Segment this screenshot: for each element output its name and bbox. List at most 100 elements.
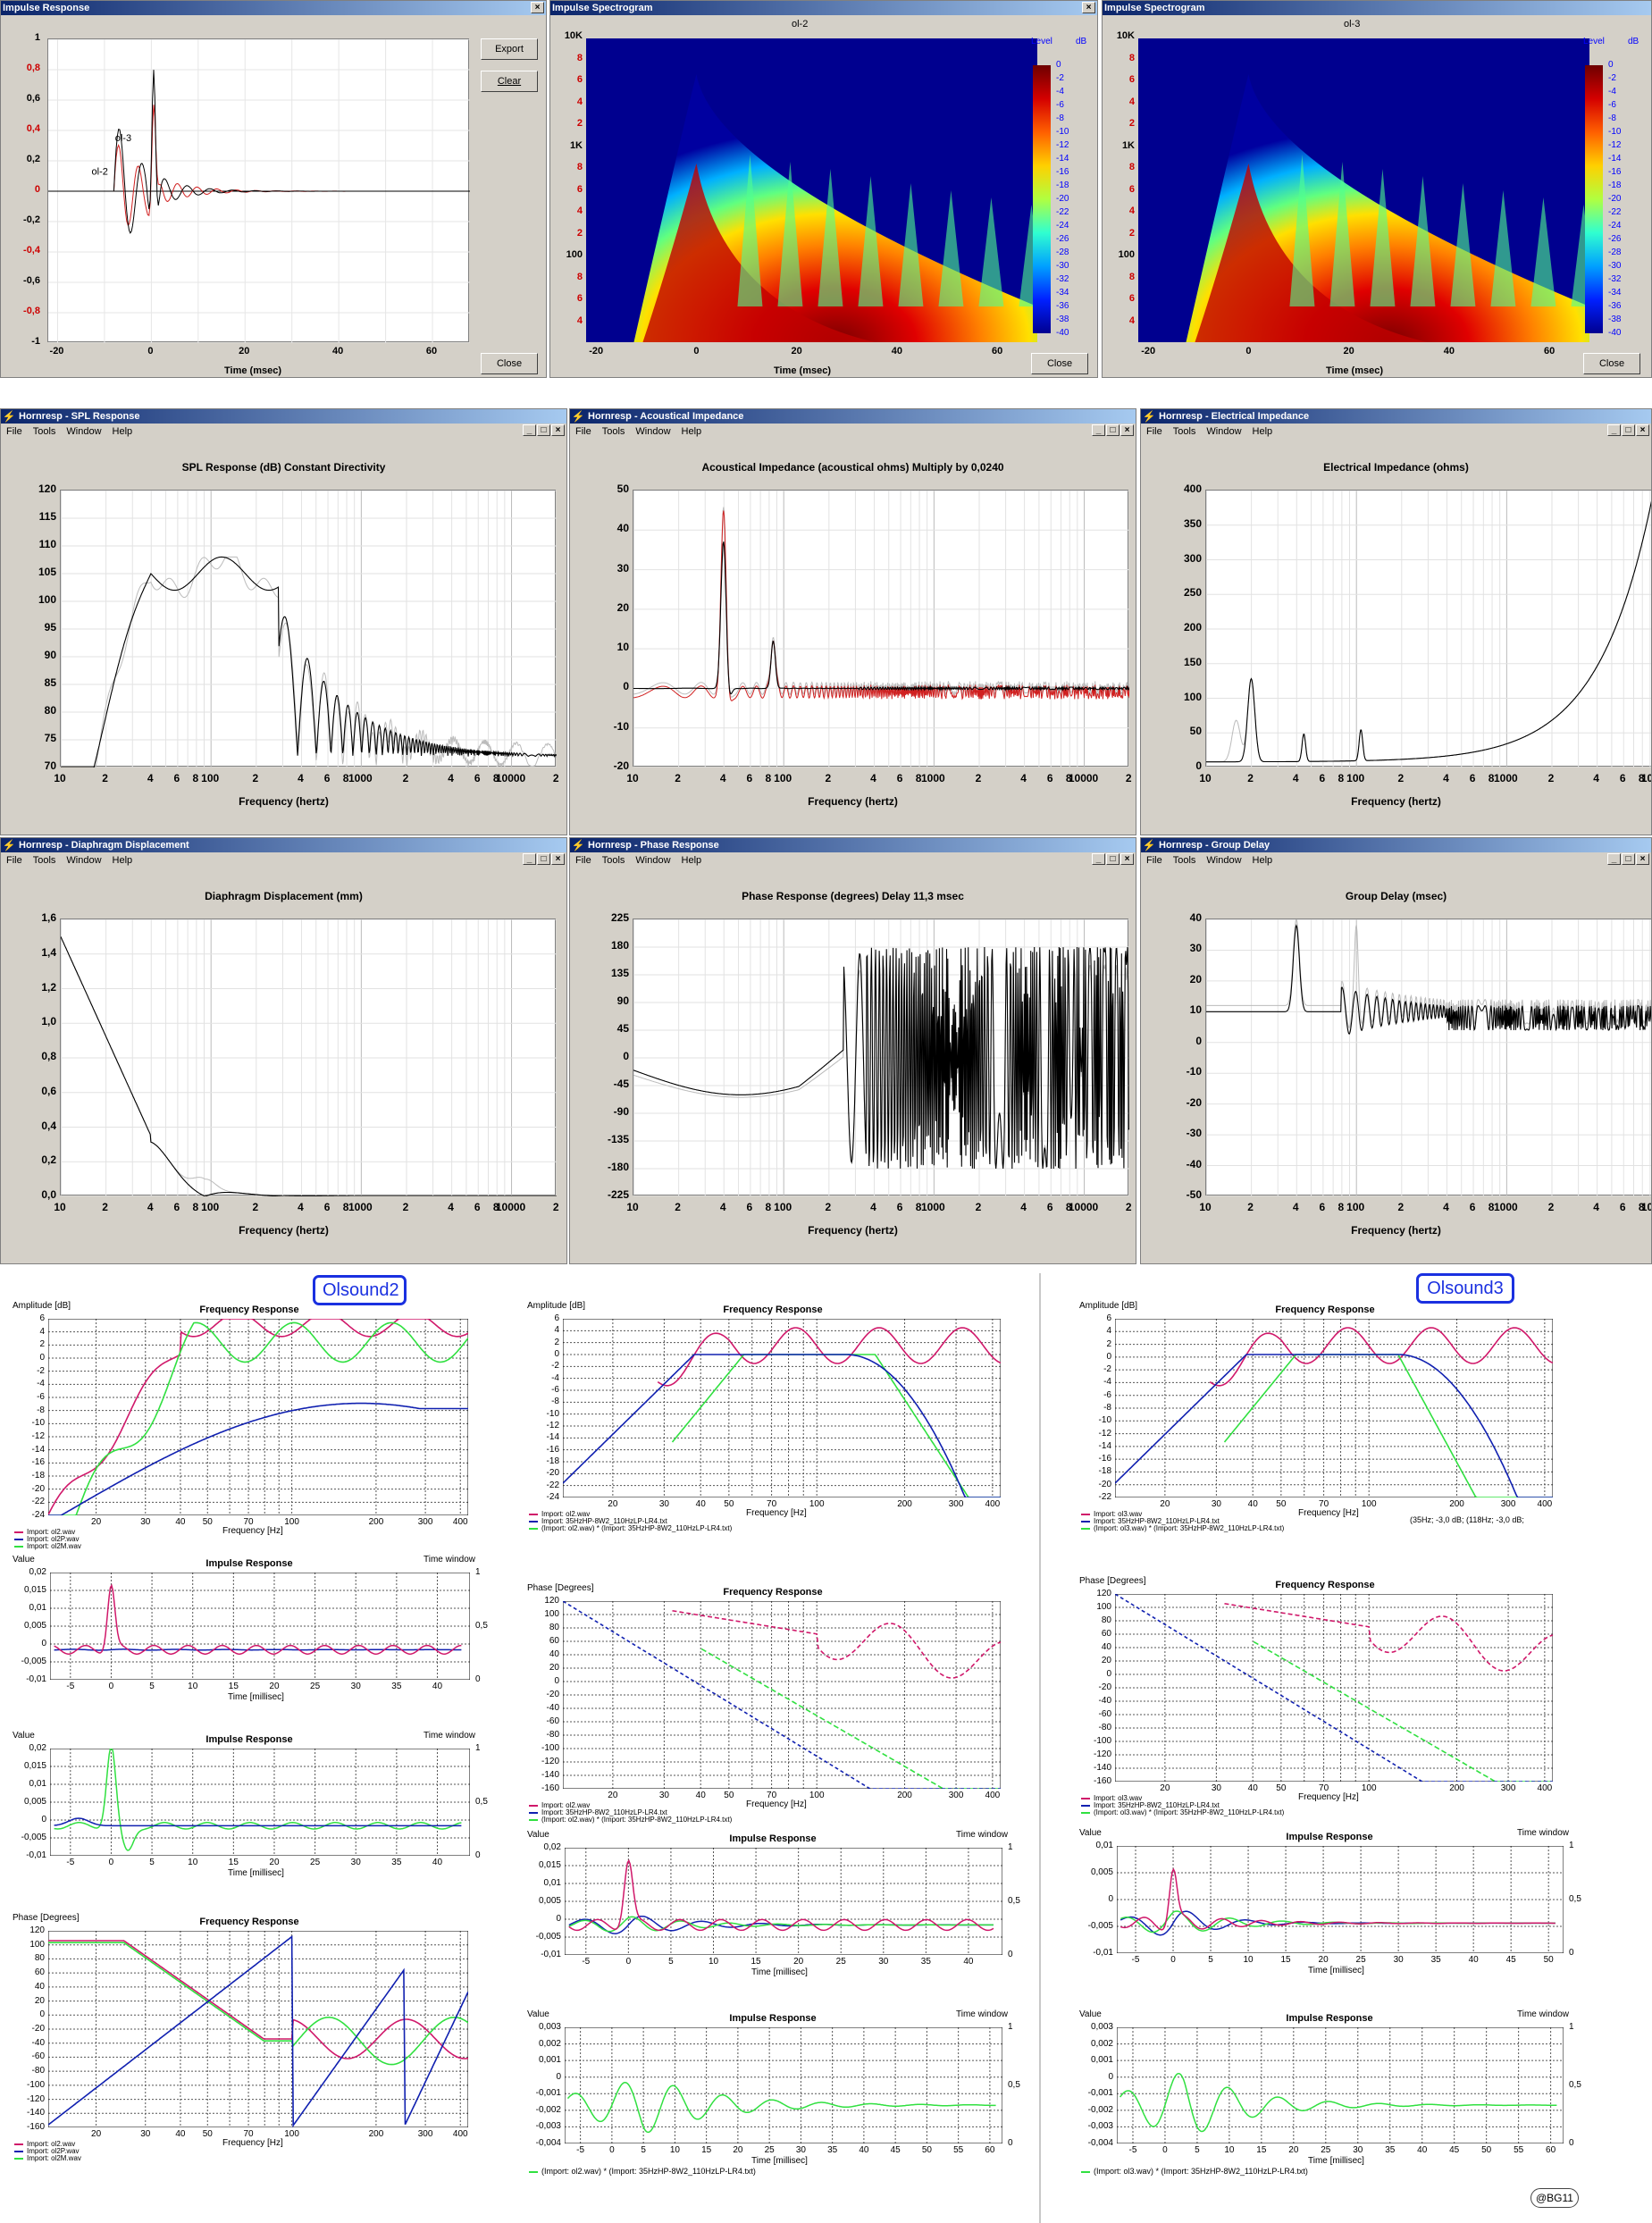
y-tick: 6	[554, 1313, 559, 1323]
menu-help[interactable]: Help	[1252, 426, 1273, 437]
olsound2-impulse-b: Value Impulse Response Time window 0,02 0,01…	[13, 1731, 513, 1892]
y-tick: -14	[1098, 1440, 1111, 1451]
maximize-icon[interactable]: □	[537, 424, 550, 436]
maximize-icon[interactable]: □	[1622, 424, 1635, 436]
x-tick: 70	[767, 1791, 777, 1800]
menu-file[interactable]: File	[6, 426, 22, 437]
close-icon[interactable]: ×	[1120, 853, 1134, 865]
close-button[interactable]: Close	[1031, 353, 1088, 374]
maximize-icon[interactable]: □	[1106, 853, 1120, 865]
y-tick: 2	[1128, 227, 1135, 239]
menu-window[interactable]: Window	[635, 426, 671, 437]
y-tick: -0,002	[535, 2104, 561, 2115]
menu-tools[interactable]: Tools	[1172, 426, 1196, 437]
level-tick: -12	[1056, 140, 1069, 150]
menu-help[interactable]: Help	[112, 855, 133, 866]
menu-window[interactable]: Window	[1206, 855, 1242, 866]
x-tick: 8	[1338, 772, 1345, 784]
menu-help[interactable]: Help	[1252, 855, 1273, 866]
y-tick: 120	[38, 482, 56, 495]
menu-file[interactable]: File	[575, 426, 591, 437]
maximize-icon[interactable]: □	[537, 853, 550, 865]
x-tick: 40	[695, 1791, 706, 1800]
y-tick: -14	[31, 1444, 45, 1455]
x-axis-label: Frequency [Hz]	[746, 1508, 807, 1518]
close-icon[interactable]: ×	[1082, 2, 1095, 13]
menu-help[interactable]: Help	[681, 855, 702, 866]
minimize-icon[interactable]: _	[523, 424, 536, 436]
plot-title: Frequency Response	[1275, 1304, 1375, 1315]
close-button[interactable]: Close	[1583, 353, 1640, 374]
x-tick: 2	[1547, 1201, 1555, 1213]
chart-title: ol-3	[1344, 19, 1361, 29]
spectrogram-ridge	[1329, 162, 1355, 306]
y-tick: -0,003	[1087, 2121, 1113, 2132]
chart-title: SPL Response (dB) Constant Directivity	[181, 461, 386, 474]
x-tick: 35	[1385, 2145, 1396, 2155]
menu-tools[interactable]: Tools	[1172, 855, 1196, 866]
y-tick: 0,005	[23, 1621, 46, 1631]
menu-help[interactable]: Help	[681, 426, 702, 437]
minimize-icon[interactable]: _	[523, 853, 536, 865]
y-tick: -8	[1103, 1403, 1111, 1413]
menu-file[interactable]: File	[1146, 855, 1162, 866]
legend-swatch	[14, 1545, 23, 1548]
x-tick: 4	[298, 772, 304, 784]
legend-swatch	[1081, 1513, 1090, 1515]
x-tick: 8	[915, 1201, 922, 1213]
menu-tools[interactable]: Tools	[601, 855, 625, 866]
menu-file[interactable]: File	[575, 855, 591, 866]
y-tick: -0,01	[541, 1950, 561, 1959]
x-tick: 60	[1546, 2145, 1556, 2155]
level-tick: -26	[1056, 234, 1069, 244]
export-button[interactable]: Export	[481, 38, 538, 60]
menu-file[interactable]: File	[6, 855, 22, 866]
close-icon[interactable]: ×	[551, 424, 565, 436]
menu-tools[interactable]: Tools	[32, 426, 56, 437]
time-window-label: Time window	[423, 1555, 475, 1564]
minimize-icon[interactable]: _	[1607, 853, 1621, 865]
y-tick: 6	[1128, 74, 1135, 85]
x-tick: 4	[870, 772, 876, 784]
y-tick: 1	[34, 32, 40, 43]
close-icon[interactable]: ×	[551, 853, 565, 865]
maximize-icon[interactable]: □	[1622, 853, 1635, 865]
x-tick: 2	[402, 772, 409, 784]
menu-window[interactable]: Window	[635, 855, 671, 866]
x-tick: 20	[608, 1499, 618, 1509]
menu-tools[interactable]: Tools	[601, 426, 625, 437]
plot-title: Impulse Response	[729, 1833, 817, 1844]
menu-window[interactable]: Window	[1206, 426, 1242, 437]
x-tick: 8	[765, 1201, 772, 1213]
menu-window[interactable]: Window	[66, 426, 102, 437]
minimize-icon[interactable]: _	[1092, 853, 1105, 865]
x-tick: 20	[269, 1858, 280, 1867]
y-tick: -0,002	[1087, 2104, 1113, 2115]
close-button[interactable]: Close	[481, 353, 538, 374]
y-tick: 6	[576, 183, 583, 195]
menu-file[interactable]: File	[1146, 426, 1162, 437]
x-tick: -5	[66, 1858, 75, 1867]
x-tick: 10000	[1068, 772, 1099, 784]
close-icon[interactable]: ×	[1636, 853, 1649, 865]
close-icon[interactable]: ×	[1636, 424, 1649, 436]
menu-window[interactable]: Window	[66, 855, 102, 866]
y-tick: 0	[1108, 1894, 1113, 1904]
y-tick: 4	[576, 315, 583, 326]
x-tick: 45	[890, 2145, 901, 2155]
maximize-icon[interactable]: □	[1106, 424, 1120, 436]
y-tick: 0	[39, 1353, 45, 1363]
close-icon[interactable]: ×	[1120, 424, 1134, 436]
menu-tools[interactable]: Tools	[32, 855, 56, 866]
close-icon[interactable]: ×	[531, 2, 544, 13]
minimize-icon[interactable]: _	[1092, 424, 1105, 436]
minimize-icon[interactable]: _	[1607, 424, 1621, 436]
clear-button[interactable]: Clear	[481, 71, 538, 92]
level-tick: -40	[1056, 328, 1069, 338]
level-tick: -18	[1056, 180, 1069, 190]
x-tick: 2	[102, 1201, 108, 1213]
x-tick: 100	[1361, 1783, 1377, 1793]
x-tick: 20	[91, 2129, 102, 2139]
menu-help[interactable]: Help	[112, 426, 133, 437]
data-series	[54, 1817, 462, 1827]
